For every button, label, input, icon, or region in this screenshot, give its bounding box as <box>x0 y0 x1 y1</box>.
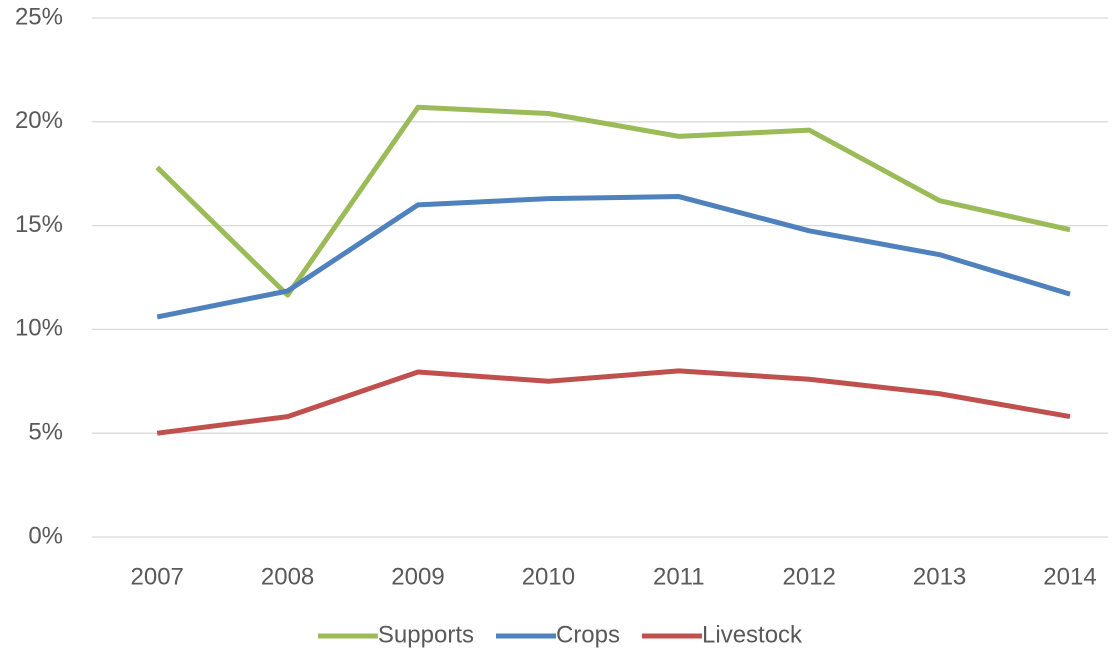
y-tick-label: 0% <box>28 522 63 549</box>
x-tick-label: 2011 <box>653 563 705 590</box>
legend-label: Livestock <box>702 621 803 648</box>
x-tick-label: 2013 <box>913 563 966 590</box>
y-tick-label: 5% <box>28 419 63 446</box>
series-line <box>156 368 1071 436</box>
x-tick-label: 2008 <box>261 563 314 590</box>
legend-label: Supports <box>378 621 474 648</box>
y-tick-label: 15% <box>15 211 63 238</box>
x-tick-label: 2010 <box>522 563 575 590</box>
y-tick-label: 25% <box>15 3 63 30</box>
series-line <box>155 104 1071 298</box>
x-tick-label: 2014 <box>1043 563 1096 590</box>
x-tick-label: 2007 <box>131 563 184 590</box>
y-tick-label: 20% <box>15 107 63 134</box>
x-tick-label: 2009 <box>391 563 444 590</box>
y-tick-label: 10% <box>15 315 63 342</box>
series-line <box>156 194 1071 320</box>
x-tick-label: 2012 <box>783 563 836 590</box>
legend-label: Crops <box>556 621 620 648</box>
